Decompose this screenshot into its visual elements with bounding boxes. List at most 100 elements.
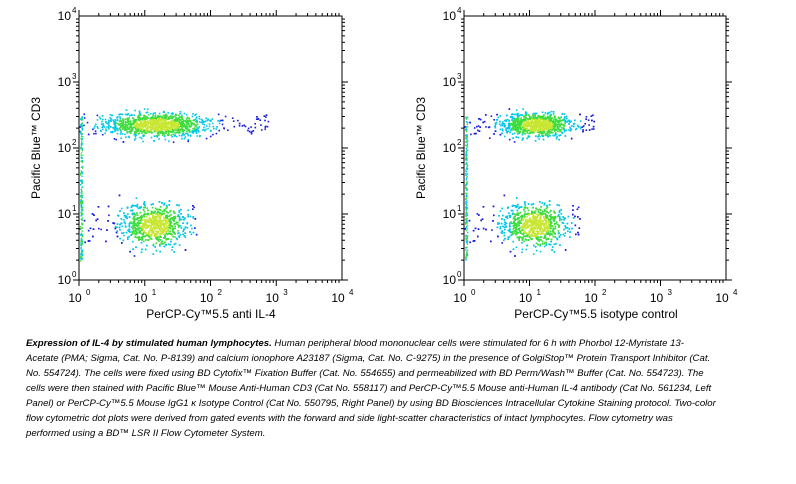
- event-dot: [168, 226, 171, 229]
- event-dot: [129, 129, 132, 131]
- axis-event-dot: [80, 118, 82, 120]
- event-dot: [158, 238, 160, 240]
- event-dot: [125, 129, 128, 131]
- event-dot: [154, 207, 157, 210]
- event-dot: [119, 223, 121, 226]
- event-dot: [191, 122, 193, 125]
- event-dot: [130, 234, 132, 236]
- event-dot: [194, 218, 197, 220]
- event-dot: [137, 224, 140, 227]
- event-dot: [116, 226, 118, 229]
- event-dot: [122, 123, 124, 125]
- event-dot: [158, 217, 161, 219]
- event-dot: [551, 131, 554, 134]
- event-dot: [141, 239, 143, 241]
- event-dot: [263, 115, 266, 117]
- event-dot: [558, 121, 560, 123]
- event-dot: [170, 240, 172, 243]
- event-dot: [187, 215, 189, 218]
- event-dot: [176, 129, 178, 131]
- event-dot: [568, 129, 570, 131]
- event-dot: [176, 215, 179, 217]
- event-dot: [92, 235, 94, 238]
- event-dot: [150, 212, 153, 215]
- event-dot: [532, 117, 535, 120]
- event-dot: [120, 207, 123, 210]
- axis-event-dot: [81, 243, 83, 245]
- event-dot: [155, 230, 157, 233]
- event-dot: [105, 128, 107, 130]
- event-dot: [517, 136, 520, 139]
- event-dot: [548, 127, 551, 130]
- event-dot: [156, 136, 159, 138]
- event-dot: [494, 125, 496, 127]
- event-dot: [554, 116, 556, 118]
- event-dot: [524, 133, 526, 135]
- event-dot: [203, 123, 206, 126]
- event-dot: [534, 130, 536, 132]
- event-dot: [541, 122, 543, 125]
- event-dot: [137, 227, 139, 229]
- event-dot: [161, 127, 164, 130]
- event-dot: [146, 120, 149, 122]
- event-dot: [134, 131, 136, 133]
- event-dot: [169, 210, 171, 213]
- event-dot: [128, 235, 130, 238]
- event-dot: [172, 133, 174, 136]
- event-dot: [144, 123, 147, 126]
- event-dot: [568, 119, 570, 122]
- event-dot: [167, 126, 169, 128]
- event-dot: [153, 121, 156, 124]
- event-dot: [129, 123, 131, 125]
- event-dot: [494, 126, 497, 129]
- event-dot: [522, 121, 525, 124]
- event-dot: [516, 128, 519, 130]
- event-dot: [135, 123, 137, 125]
- event-dot: [525, 112, 528, 114]
- event-dot: [534, 140, 537, 142]
- event-dot: [133, 220, 136, 223]
- event-dot: [178, 209, 181, 212]
- event-dot: [136, 228, 138, 231]
- event-dot: [127, 112, 129, 115]
- axis-event-dot: [81, 147, 83, 150]
- event-dot: [500, 124, 502, 127]
- axis-event-dot: [80, 144, 83, 146]
- event-dot: [92, 228, 95, 230]
- event-dot: [250, 126, 252, 128]
- event-dot: [141, 118, 144, 120]
- event-dot: [118, 124, 121, 126]
- event-dot: [533, 126, 536, 129]
- event-dot: [126, 206, 129, 209]
- event-dot: [172, 141, 175, 143]
- event-dot: [180, 127, 183, 130]
- event-dot: [540, 130, 543, 133]
- event-dot: [149, 220, 152, 223]
- event-dot: [170, 233, 172, 235]
- event-dot: [523, 116, 525, 118]
- event-dot: [517, 120, 519, 122]
- event-dot: [254, 126, 257, 129]
- event-dot: [138, 119, 140, 121]
- event-dot: [142, 222, 144, 225]
- axis-event-dot: [80, 188, 83, 190]
- event-dot: [144, 116, 147, 118]
- event-dot: [108, 120, 110, 123]
- event-dot: [136, 125, 139, 127]
- event-dot: [218, 122, 221, 125]
- event-dot: [106, 122, 108, 125]
- event-dot: [523, 120, 525, 122]
- event-dot: [94, 130, 97, 132]
- event-dot: [171, 246, 174, 248]
- event-dot: [194, 114, 196, 116]
- event-dot: [569, 121, 571, 123]
- axis-event-dot: [82, 202, 84, 204]
- axis-event-dot: [80, 171, 82, 173]
- event-dot: [545, 133, 547, 135]
- event-dot: [128, 216, 131, 218]
- event-dot: [231, 117, 234, 119]
- event-dot: [517, 129, 519, 132]
- event-dot: [143, 124, 145, 127]
- event-dot: [473, 127, 476, 129]
- event-dot: [227, 129, 229, 131]
